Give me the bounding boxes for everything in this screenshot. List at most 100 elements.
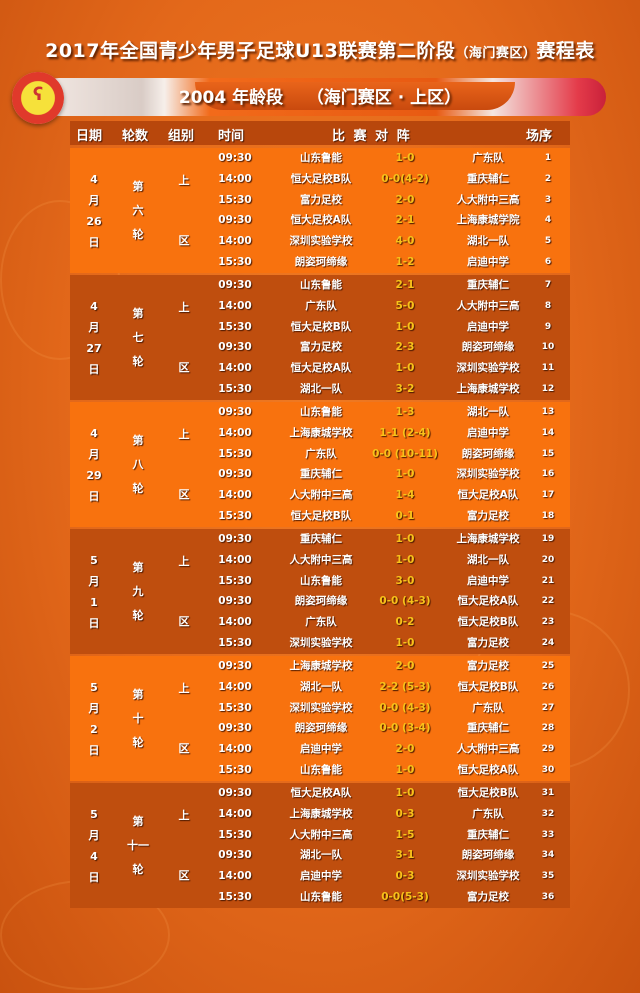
- match-number: 31: [541, 788, 555, 798]
- match-row: 15:30 深圳实验学校 1-0 富力足校 24: [70, 633, 570, 654]
- match-row: 15:30 山东鲁能 1-0 恒大足校A队 30: [70, 760, 570, 781]
- date-cell: 4 月 29 日: [70, 402, 118, 527]
- match-time: 14:00: [218, 553, 252, 566]
- match-time: 15:30: [218, 510, 252, 522]
- title-text: 2017年全国青少年男子足球U13联赛第二阶段: [45, 40, 456, 62]
- round-char: 轮: [132, 735, 144, 749]
- away-team: 恒大足校A队: [457, 489, 519, 502]
- away-team: 广东队: [472, 701, 504, 714]
- date-cell: 5 月 4 日: [70, 783, 118, 908]
- match-time: 14:00: [218, 489, 252, 502]
- home-team: 人大附中三高: [289, 828, 353, 841]
- home-team: 启迪中学: [300, 870, 342, 883]
- round-char: 第: [132, 560, 144, 574]
- home-team: 恒大足校B队: [290, 510, 352, 522]
- match-row: 09:30 山东鲁能 2-1 重庆辅仁 7: [70, 275, 570, 296]
- match-row: 14:00 启迪中学 2-0 人大附中三高 29: [70, 739, 570, 760]
- match-score: 1-0: [395, 468, 415, 481]
- match-number: 25: [541, 661, 555, 671]
- match-score: 3-2: [395, 383, 415, 395]
- away-team: 重庆辅仁: [467, 279, 509, 291]
- home-team: 恒大足校B队: [290, 172, 352, 185]
- match-number: 27: [541, 702, 555, 713]
- header-match: 比 赛 对 阵: [332, 129, 410, 144]
- away-team: 恒大足校B队: [457, 616, 519, 629]
- home-team: 恒大足校A队: [290, 214, 352, 227]
- away-team: 湖北一队: [467, 235, 509, 248]
- match-row: 09:30 湖北一队 3-1 朗姿珂缔缘 34: [70, 845, 570, 866]
- league-logo: ʕ: [12, 72, 64, 124]
- round-char: 第: [132, 306, 144, 320]
- group-cell: 上区: [162, 148, 206, 273]
- away-team: 湖北一队: [467, 406, 509, 418]
- match-score: 0-3: [395, 870, 415, 883]
- match-score: 0-3: [395, 807, 415, 820]
- match-time: 09:30: [218, 152, 252, 164]
- match-number: 16: [541, 469, 555, 480]
- date-day: 2: [90, 722, 98, 736]
- date-month-label: 月: [88, 193, 100, 207]
- match-score: 2-0: [395, 660, 415, 672]
- date-day-label: 日: [88, 362, 100, 376]
- match-score: 2-1: [395, 279, 415, 291]
- round-cell: 第十轮: [116, 656, 160, 781]
- header-group: 组别: [168, 129, 195, 144]
- home-team: 湖北一队: [300, 849, 342, 862]
- match-row: 09:30 富力足校 2-3 朗姿珂缔缘 10: [70, 337, 570, 358]
- match-row: 14:00 人大附中三高 1-4 恒大足校A队 17: [70, 485, 570, 506]
- date-month: 4: [90, 426, 98, 440]
- match-row: 09:30 重庆辅仁 1-0 上海康城学校 19: [70, 529, 570, 550]
- away-team: 深圳实验学校: [456, 468, 520, 481]
- match-time: 09:30: [218, 722, 252, 735]
- round-char: 轮: [132, 862, 144, 876]
- match-score: 1-0: [395, 362, 415, 375]
- round-cell: 第七轮: [116, 275, 160, 400]
- home-team: 人大附中三高: [289, 489, 353, 502]
- round-block: 5 月 2 日第十轮上区 09:30 上海康城学校 2-0 富力足校 25 14:00 湖北一队 2-…: [70, 656, 570, 781]
- match-number: 17: [541, 490, 555, 501]
- match-number: 18: [541, 511, 555, 521]
- match-score: 3-1: [395, 849, 415, 862]
- match-row: 14:00 上海康城学校 0-3 广东队 32: [70, 804, 570, 825]
- match-score: 1-0: [395, 533, 415, 545]
- round-block: 4 月 29 日第八轮上区 09:30 山东鲁能 1-3 湖北一队 13 14:00 上海康城学校 1…: [70, 402, 570, 527]
- group-char: 上: [178, 427, 190, 441]
- match-score: 0-0 (3-4): [379, 722, 431, 735]
- home-team: 广东队: [305, 447, 337, 460]
- home-team: 朗姿珂缔缘: [294, 722, 348, 735]
- date-month: 4: [90, 172, 98, 186]
- match-row: 15:30 广东队 0-0 (10-11) 朗姿珂缔缘 15: [70, 444, 570, 465]
- group-cell: 上区: [162, 529, 206, 654]
- home-team: 山东鲁能: [300, 891, 342, 903]
- round-char: 第: [132, 179, 144, 193]
- away-team: 广东队: [472, 807, 504, 820]
- away-team: 重庆辅仁: [467, 828, 509, 841]
- round-block: 4 月 26 日第六轮上区 09:30 山东鲁能 1-0 广东队 1 14:00 恒大足校B队 0-0…: [70, 148, 570, 273]
- match-number: 26: [541, 681, 555, 692]
- match-number: 9: [544, 321, 552, 332]
- home-team: 湖北一队: [300, 383, 342, 395]
- match-number: 23: [541, 617, 555, 628]
- match-score: 0-0 (4-3): [379, 595, 431, 608]
- match-row: 14:00 湖北一队 2-2 (5-3) 恒大足校B队 26: [70, 677, 570, 698]
- match-number: 19: [541, 534, 555, 544]
- match-score: 2-0: [395, 193, 415, 206]
- group-cell: 上区: [162, 275, 206, 400]
- match-row: 15:30 山东鲁能 3-0 启迪中学 21: [70, 571, 570, 592]
- match-score: 3-0: [395, 574, 415, 587]
- round-char: 六: [132, 203, 144, 217]
- match-time: 15:30: [218, 891, 252, 903]
- match-row: 15:30 深圳实验学校 0-0 (4-3) 广东队 27: [70, 698, 570, 719]
- match-number: 6: [544, 257, 552, 267]
- date-day: 26: [86, 214, 102, 228]
- match-time: 09:30: [218, 214, 252, 227]
- header-round: 轮数: [122, 129, 149, 144]
- match-number: 4: [544, 215, 552, 226]
- date-day-label: 日: [88, 870, 100, 884]
- match-row: 09:30 恒大足校A队 1-0 恒大足校B队 31: [70, 783, 570, 804]
- date-month-label: 月: [88, 447, 100, 461]
- away-team: 人大附中三高: [456, 193, 520, 206]
- match-time: 15:30: [218, 828, 252, 841]
- match-score: 5-0: [395, 299, 415, 312]
- group-char: 区: [178, 868, 190, 882]
